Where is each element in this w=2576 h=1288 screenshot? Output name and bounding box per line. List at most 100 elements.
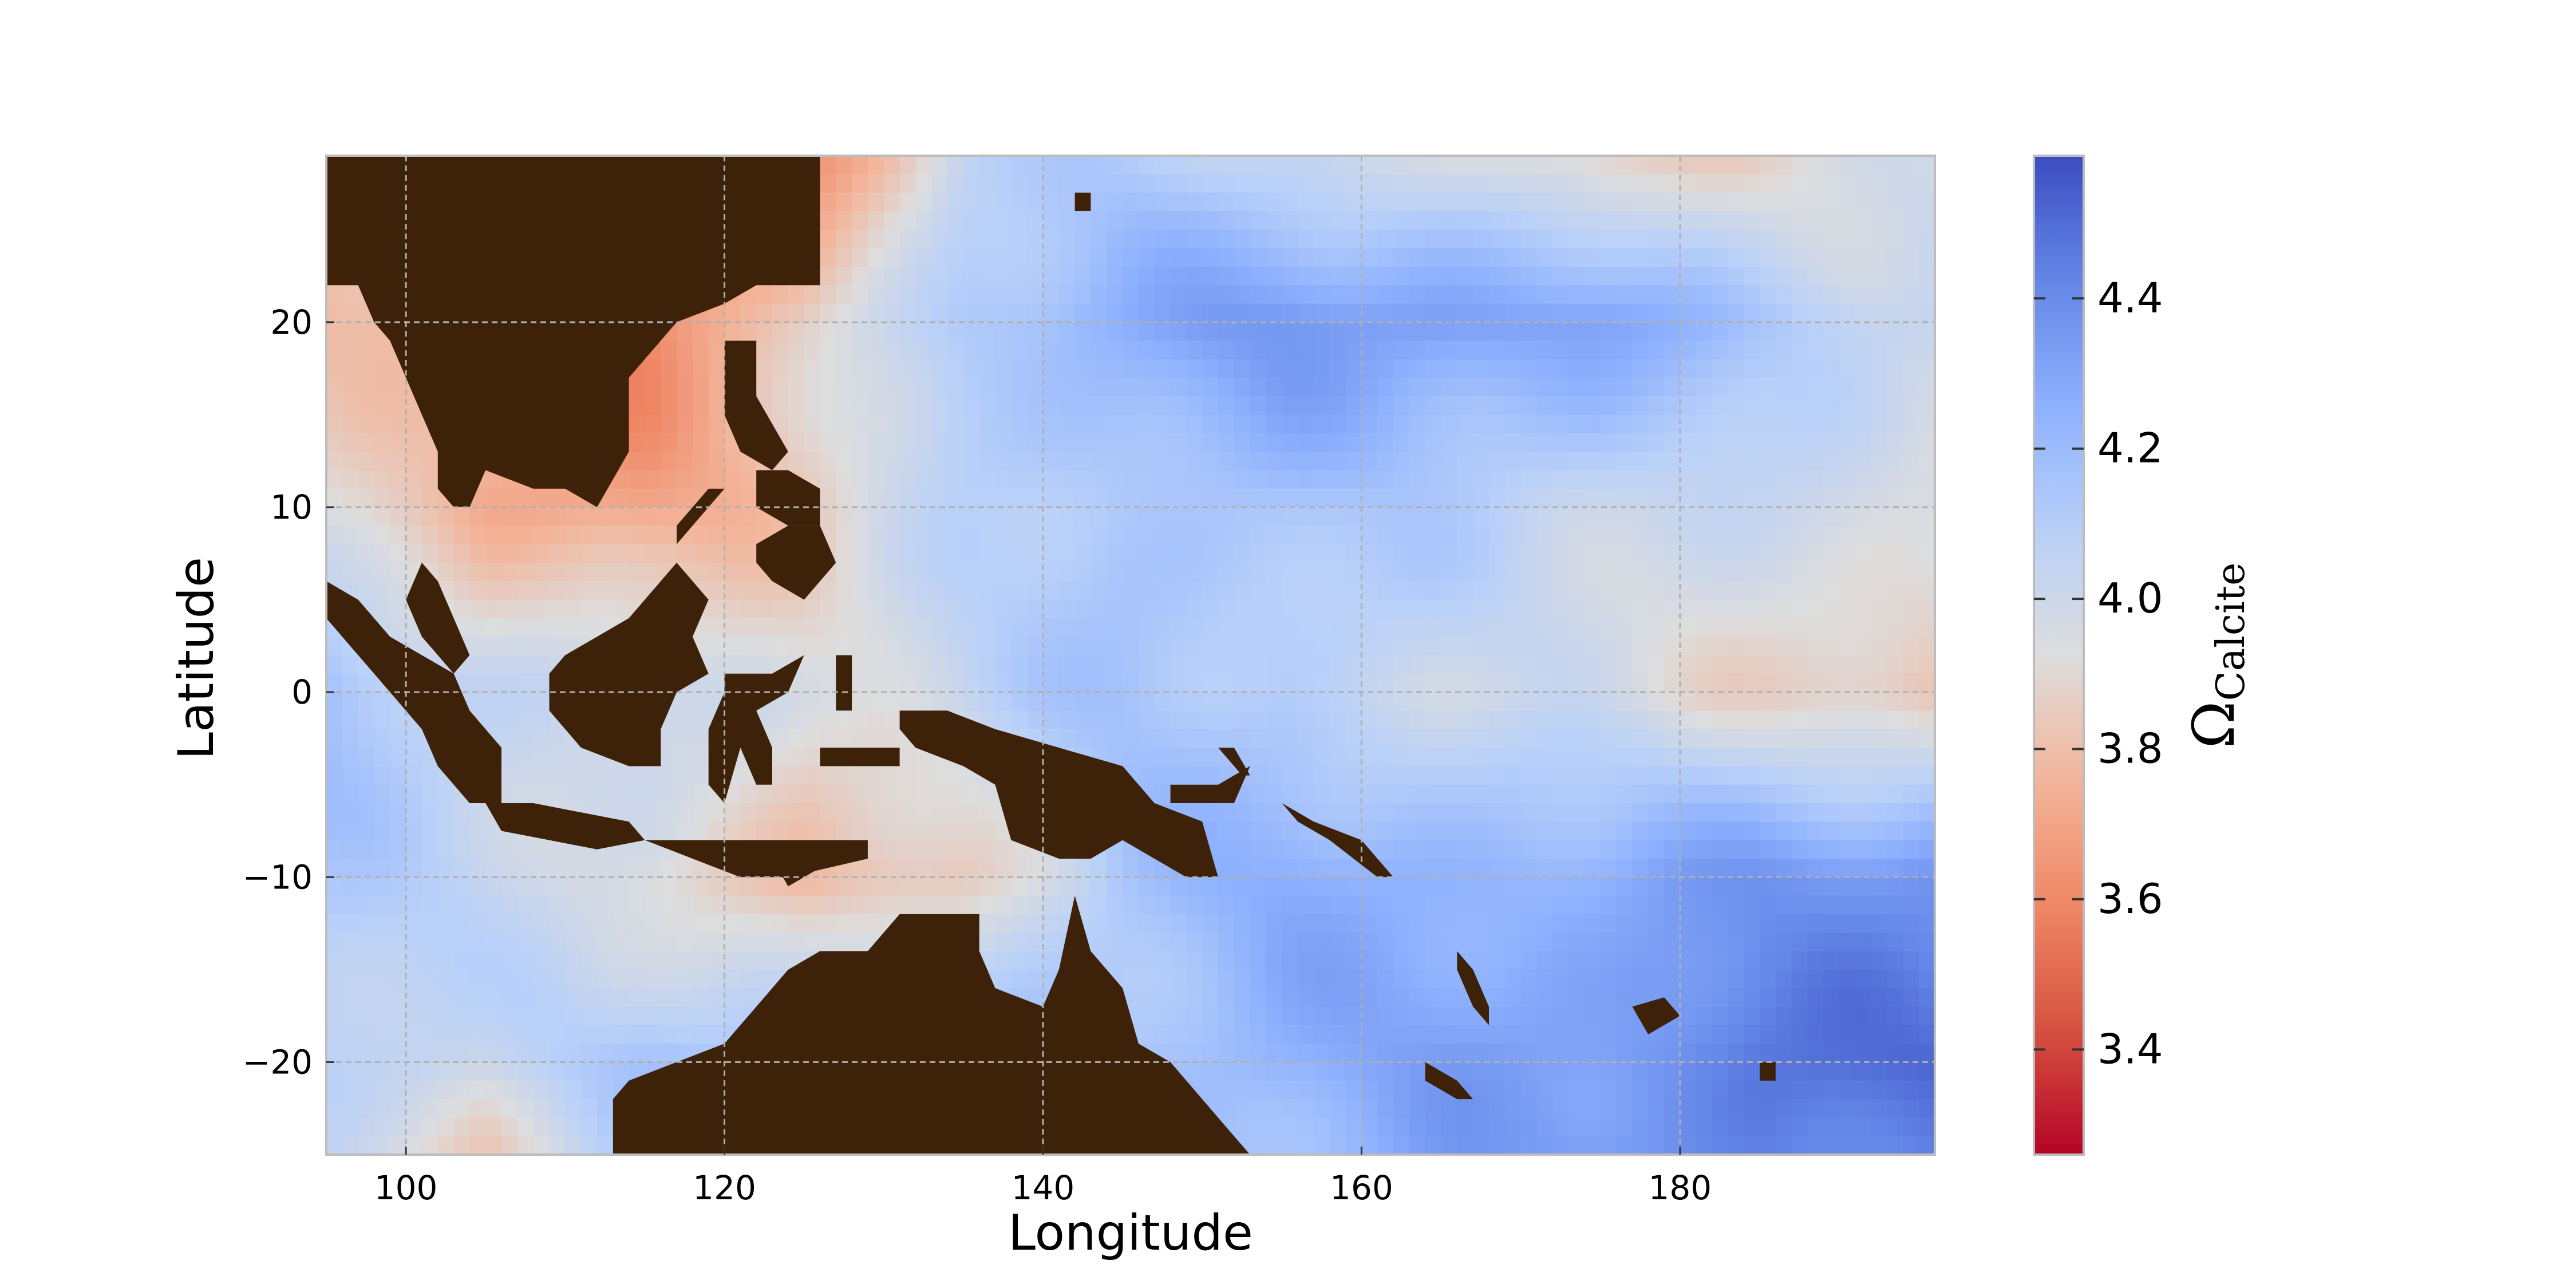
heat-cell — [1473, 433, 1490, 452]
heat-cell — [501, 637, 518, 656]
heat-cell — [1632, 562, 1649, 582]
heat-cell — [1696, 248, 1713, 267]
heat-cell — [1027, 969, 1044, 989]
heat-cell — [1807, 544, 1824, 563]
heat-cell — [1218, 877, 1235, 896]
heat-cell — [390, 452, 406, 471]
heat-cell — [358, 1025, 374, 1044]
heat-cell — [1473, 322, 1490, 341]
heat-cell — [1138, 488, 1155, 508]
heat-cell — [1903, 840, 1919, 859]
heat-cell — [1823, 562, 1840, 582]
heat-cell — [1154, 396, 1171, 415]
heat-cell — [1903, 414, 1919, 434]
heat-cell — [1520, 322, 1537, 341]
heat-cell — [1393, 526, 1410, 545]
heat-cell — [374, 748, 390, 767]
heat-cell — [1361, 914, 1378, 933]
heat-cell — [613, 526, 630, 545]
heat-cell — [1234, 303, 1251, 323]
heat-cell — [1855, 599, 1872, 619]
heat-cell — [517, 766, 534, 785]
heat-cell — [692, 322, 709, 341]
heat-cell — [1775, 655, 1792, 674]
heat-cell — [1074, 618, 1091, 637]
heat-cell — [1361, 803, 1378, 822]
heat-cell — [1409, 618, 1426, 637]
heat-cell — [1489, 914, 1506, 933]
heat-cell — [1234, 156, 1251, 175]
heat-cell — [1680, 988, 1697, 1008]
heat-cell — [533, 544, 550, 563]
heat-cell — [1282, 1044, 1298, 1062]
heat-cell — [358, 507, 374, 526]
heat-cell — [740, 933, 757, 952]
heat-cell — [421, 488, 438, 508]
heat-cell — [1123, 895, 1139, 915]
heat-cell — [1775, 840, 1792, 859]
heat-cell — [1473, 266, 1490, 286]
heat-cell — [1664, 433, 1681, 452]
heat-cell — [1409, 526, 1426, 545]
heat-cell — [995, 581, 1012, 600]
heat-cell — [1839, 692, 1856, 711]
heat-cell — [1107, 156, 1123, 175]
heat-cell — [1329, 470, 1346, 489]
heat-cell — [1329, 359, 1346, 378]
heat-cell — [1043, 470, 1060, 489]
heat-cell — [581, 969, 598, 989]
heat-cell — [1728, 914, 1744, 933]
heat-cell — [1457, 748, 1473, 767]
heat-cell — [1409, 784, 1426, 804]
heat-cell — [1123, 414, 1139, 434]
heat-cell — [1314, 156, 1330, 175]
heat-cell — [485, 969, 502, 989]
heat-cell — [1823, 766, 1840, 785]
heat-cell — [1457, 470, 1473, 489]
heat-cell — [1807, 766, 1824, 785]
heat-cell — [1345, 562, 1362, 582]
heat-cell — [1234, 322, 1251, 341]
heat-cell — [1345, 914, 1362, 933]
heat-cell — [1775, 581, 1792, 600]
heat-cell — [1696, 710, 1713, 730]
heat-cell — [1600, 951, 1617, 970]
heat-cell — [1839, 784, 1856, 804]
heat-cell — [645, 988, 661, 1008]
heat-cell — [374, 988, 390, 1008]
heat-cell — [1425, 581, 1442, 600]
heat-cell — [1218, 821, 1235, 841]
heat-cell — [1536, 488, 1553, 508]
heat-cell — [1712, 1025, 1728, 1044]
heat-cell — [1728, 192, 1744, 212]
heat-cell — [1186, 285, 1203, 305]
heat-cell — [1202, 692, 1219, 711]
heat-cell — [692, 452, 709, 471]
heat-cell — [1712, 803, 1728, 822]
heat-cell — [1616, 840, 1633, 859]
heat-cell — [1329, 599, 1346, 619]
heat-cell — [804, 377, 821, 397]
heat-cell — [1425, 396, 1442, 415]
heat-cell — [1074, 710, 1091, 730]
heat-cell — [1170, 692, 1187, 711]
heat-cell — [453, 599, 470, 619]
heat-cell — [852, 452, 868, 471]
heat-cell — [1489, 322, 1506, 341]
heat-cell — [1473, 452, 1490, 471]
heat-cell — [1393, 230, 1410, 249]
heat-cell — [1441, 470, 1457, 489]
heat-cell — [1728, 581, 1744, 600]
heat-cell — [549, 618, 566, 637]
heat-cell — [1425, 821, 1442, 841]
heat-cell — [1919, 230, 1935, 249]
heat-cell — [1234, 1044, 1251, 1062]
heat-cell — [1170, 526, 1187, 545]
heat-cell — [1202, 933, 1219, 952]
heat-cell — [1887, 414, 1903, 434]
heat-cell — [1058, 266, 1076, 286]
heat-cell — [756, 933, 773, 952]
heat-cell — [995, 359, 1012, 378]
heat-cell — [1504, 969, 1522, 989]
heat-cell — [1314, 803, 1330, 822]
